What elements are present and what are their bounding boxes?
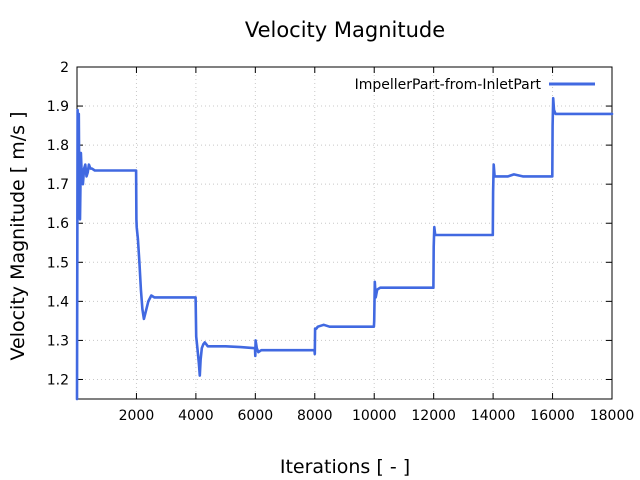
y-tick-label: 1.6	[47, 216, 69, 232]
chart-title: Velocity Magnitude	[245, 18, 445, 42]
x-tick-label: 18000	[590, 408, 635, 424]
y-tick-label: 2	[60, 60, 69, 76]
x-tick-label: 8000	[297, 408, 333, 424]
x-tick-label: 12000	[411, 408, 456, 424]
y-tick-label: 1.8	[47, 138, 69, 154]
x-axis-label: Iterations [ - ]	[280, 456, 410, 478]
plot-frame	[76, 66, 613, 400]
y-tick-label: 1.3	[47, 333, 69, 349]
x-tick-label: 16000	[530, 408, 575, 424]
y-tick-label: 1.9	[47, 99, 69, 115]
y-axis-label: Velocity Magnitude [ m/s ]	[7, 112, 29, 361]
legend-label: ImpellerPart-from-InletPart	[355, 77, 542, 93]
legend: ImpellerPart-from-InletPart	[355, 77, 595, 93]
y-tick-label: 1.5	[47, 255, 69, 271]
tick-layer: 1.2 1.3 1.4 1.5 1.6 1.7 1.8 1.9 2 2000 4000 6000 800…	[47, 60, 635, 424]
x-tick-label: 4000	[178, 408, 214, 424]
y-tick-label: 1.2	[47, 372, 69, 388]
grid-layer	[77, 66, 613, 399]
x-tick-label: 10000	[352, 408, 397, 424]
series-layer	[75, 96, 614, 401]
y-tick-label: 1.7	[47, 177, 69, 193]
x-tick-label: 14000	[471, 408, 516, 424]
y-tick-label: 1.4	[47, 294, 69, 310]
series-line-0	[75, 96, 614, 401]
x-tick-label: 6000	[238, 408, 274, 424]
x-tick-label: 2000	[119, 408, 155, 424]
